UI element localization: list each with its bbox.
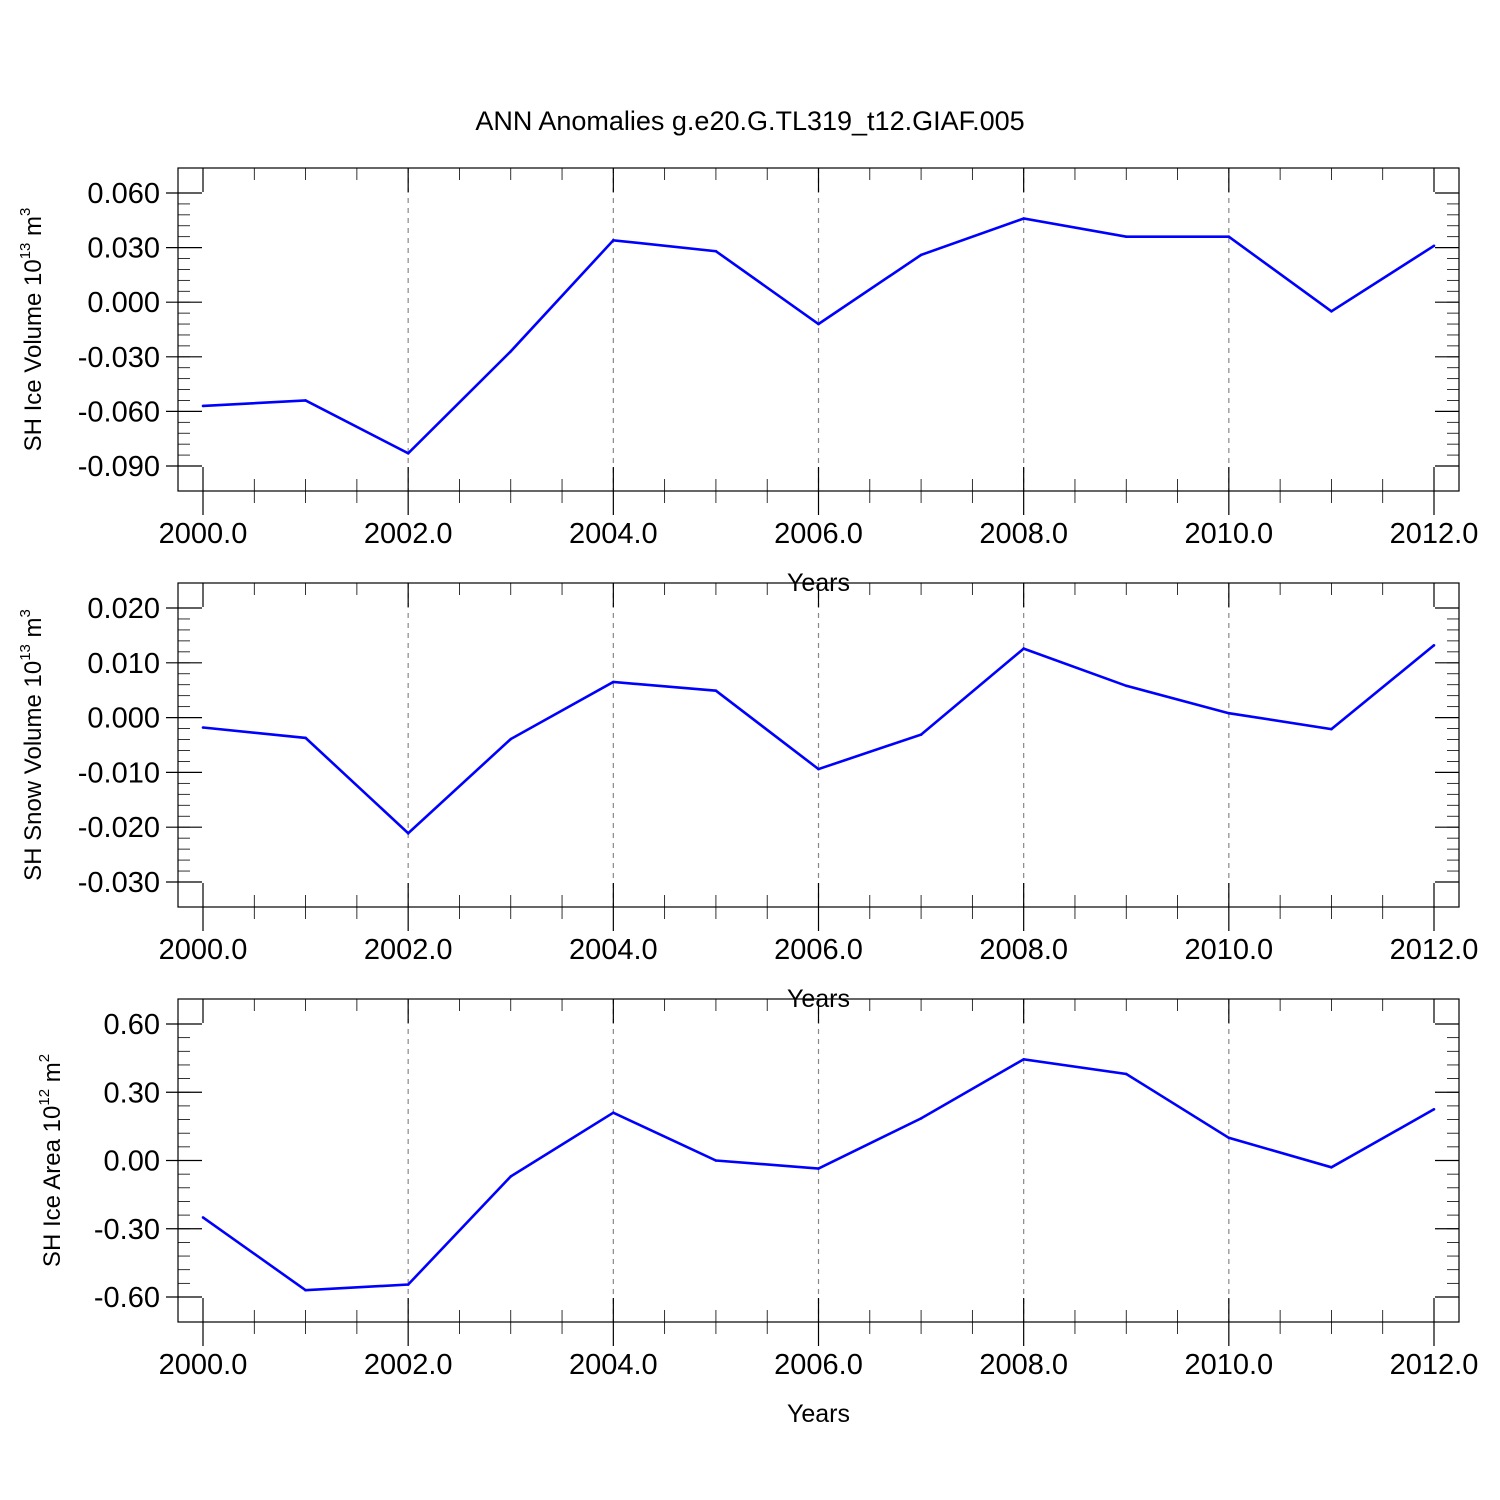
data-point [1022, 1058, 1025, 1061]
data-point [304, 1288, 307, 1292]
figure-title: ANN Anomalies g.e20.G.TL319_t12.GIAF.005 [475, 106, 1024, 136]
y-tick-label: -0.30 [94, 1214, 160, 1246]
data-point [1125, 1072, 1128, 1076]
x-axis-title: Years [787, 1400, 850, 1428]
x-tick-label: 2012.0 [1390, 934, 1479, 966]
y-tick-label: 0.060 [87, 178, 160, 210]
y-tick-label: -0.090 [78, 451, 160, 483]
data-point [919, 253, 923, 257]
y-tick-label: 0.030 [87, 233, 160, 265]
x-tick-label: 2012.0 [1390, 518, 1479, 550]
data-point [817, 322, 820, 326]
y-tick-label: -0.030 [78, 867, 160, 899]
y-tick-label: 0.010 [87, 648, 160, 680]
data-point [1022, 647, 1025, 650]
x-tick-label: 2006.0 [774, 518, 863, 550]
x-tick-label: 2010.0 [1184, 518, 1273, 550]
x-tick-label: 2002.0 [364, 518, 453, 550]
data-point [1432, 644, 1436, 647]
x-tick-label: 2010.0 [1184, 934, 1273, 966]
data-point [919, 1117, 923, 1120]
data-point [1022, 217, 1025, 220]
y-tick-label: -0.010 [78, 757, 160, 789]
x-tick-label: 2000.0 [159, 1349, 248, 1381]
x-tick-label: 2008.0 [979, 518, 1068, 550]
x-tick-label: 2010.0 [1184, 1349, 1273, 1381]
x-tick-label: 2012.0 [1390, 1349, 1479, 1381]
data-point [1330, 310, 1333, 313]
data-point [612, 680, 615, 684]
data-point [1125, 684, 1128, 688]
data-point [817, 767, 820, 771]
data-point [1432, 244, 1436, 248]
data-point [1227, 711, 1231, 715]
x-tick-label: 2006.0 [774, 934, 863, 966]
x-tick-label: 2008.0 [979, 934, 1068, 966]
x-tick-label: 2004.0 [569, 1349, 658, 1381]
panels: 2000.0 2002.0 2004.0 2006.0 2008.0 2010.0 2012… [17, 167, 1479, 1428]
data-point [1227, 1136, 1231, 1140]
data-point [509, 350, 513, 353]
data-point [817, 1167, 820, 1170]
data-point [201, 404, 205, 408]
y-axis-title: SH Ice Volume 1013 m3 [17, 208, 47, 452]
data-point [304, 399, 307, 402]
data-point [406, 831, 410, 835]
data-point [612, 239, 615, 242]
data-point [1330, 1166, 1333, 1169]
x-tick-label: 2008.0 [979, 1349, 1068, 1381]
x-tick-label: 2000.0 [159, 518, 248, 550]
y-tick-label: 0.020 [87, 593, 160, 625]
data-point [1227, 235, 1231, 238]
data-point [714, 249, 718, 253]
y-tick-label: 0.000 [87, 703, 160, 735]
y-axis-title: SH Snow Volume 1013 m3 [17, 609, 47, 881]
data-point [714, 1159, 718, 1162]
data-point [304, 736, 307, 740]
y-tick-label: 0.30 [104, 1077, 160, 1109]
x-tick-label: 2004.0 [569, 934, 658, 966]
y-tick-label: -0.60 [94, 1282, 160, 1314]
data-point [1432, 1108, 1436, 1111]
y-tick-label: -0.030 [78, 342, 160, 374]
data-point [919, 733, 923, 736]
data-point [201, 1216, 205, 1219]
y-axis-title: SH Ice Area 1012 m2 [36, 1054, 66, 1267]
x-tick-label: 2002.0 [364, 934, 453, 966]
y-tick-label: -0.020 [78, 812, 160, 844]
data-point [509, 737, 513, 741]
panel-2: 2000.0 2002.0 2004.0 2006.0 2008.0 2010.0 2012… [17, 582, 1479, 1013]
y-tick-label: -0.060 [78, 396, 160, 428]
data-point [1125, 235, 1128, 238]
y-tick-label: 0.000 [87, 287, 160, 319]
y-tick-label: 0.60 [104, 1009, 160, 1041]
x-tick-label: 2002.0 [364, 1349, 453, 1381]
data-point [406, 1283, 410, 1286]
data-point [612, 1111, 615, 1114]
panel-1: 2000.0 2002.0 2004.0 2006.0 2008.0 2010.0 2012… [17, 167, 1479, 597]
panel-3: 2000.0 2002.0 2004.0 2006.0 2008.0 2010.0 2012… [36, 998, 1479, 1428]
data-point [509, 1175, 513, 1178]
data-point [201, 726, 205, 729]
x-tick-label: 2004.0 [569, 518, 658, 550]
x-tick-label: 2000.0 [159, 934, 248, 966]
data-point [406, 452, 410, 455]
data-point [714, 689, 718, 692]
y-tick-label: 0.00 [104, 1146, 160, 1178]
x-tick-label: 2006.0 [774, 1349, 863, 1381]
data-point [1330, 727, 1333, 731]
